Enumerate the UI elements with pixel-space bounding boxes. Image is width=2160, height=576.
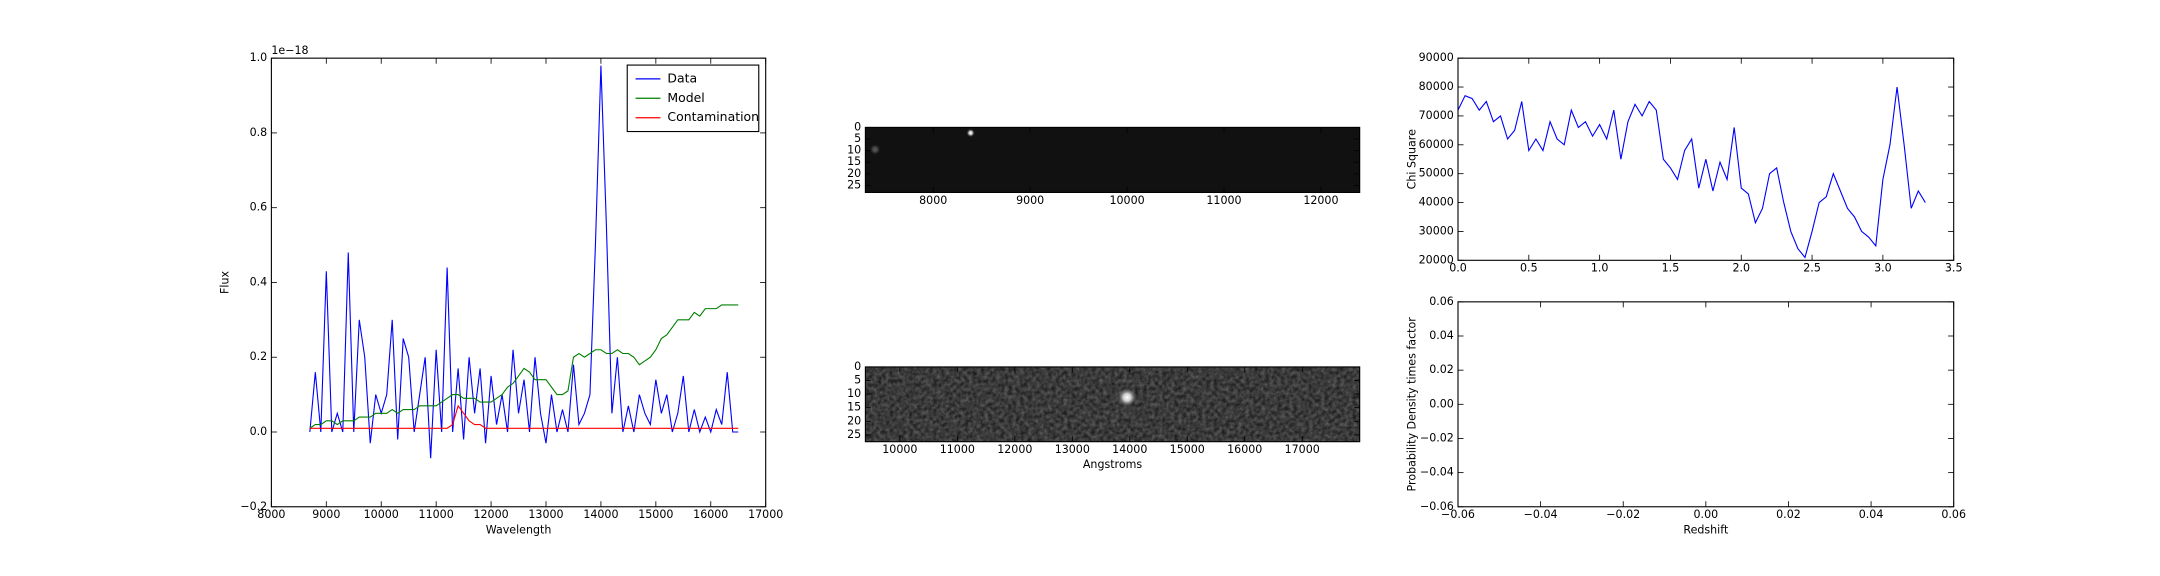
y-tick-label: −0.02 bbox=[1420, 431, 1454, 444]
x-tick-label: 15000 bbox=[638, 508, 673, 521]
legend-label: Model bbox=[667, 90, 704, 105]
x-tick-label: 9000 bbox=[1016, 194, 1044, 207]
x-axis-label: Wavelength bbox=[486, 523, 552, 536]
y-tick-label: 0.0 bbox=[250, 425, 268, 438]
x-tick-label: 14000 bbox=[583, 508, 618, 521]
y-tick-label: 40000 bbox=[1419, 196, 1454, 209]
y-tick-label: 20 bbox=[847, 167, 861, 180]
y-tick-label: 0 bbox=[854, 120, 861, 133]
y-tick-label: 25 bbox=[847, 178, 861, 191]
plot-area bbox=[1458, 86, 1926, 259]
y-tick-label: 0.00 bbox=[1429, 397, 1454, 410]
y-axis-label: Flux bbox=[219, 271, 232, 294]
x-tick-label: 3.0 bbox=[1874, 262, 1892, 275]
y-tick-label: 10 bbox=[847, 387, 861, 400]
x-tick-label: 0.04 bbox=[1859, 508, 1884, 521]
image-source bbox=[1117, 387, 1137, 408]
x-tick-label: −0.06 bbox=[1441, 508, 1475, 521]
x-tick-label: 11000 bbox=[419, 508, 454, 521]
x-axis-label: Angstroms bbox=[1083, 458, 1143, 471]
x-tick-label: 1.0 bbox=[1591, 262, 1609, 275]
y-tick-label: 15 bbox=[847, 155, 861, 168]
x-tick-label: 16000 bbox=[693, 508, 728, 521]
y-tick-label: 5 bbox=[854, 132, 861, 145]
x-tick-label: 15000 bbox=[1170, 443, 1205, 456]
x-tick-label: 17000 bbox=[748, 508, 783, 521]
x-tick-label: 0.02 bbox=[1776, 508, 1801, 521]
x-tick-label: 14000 bbox=[1112, 443, 1147, 456]
y-tick-label: 30000 bbox=[1419, 224, 1454, 237]
data-line bbox=[1458, 86, 1926, 259]
plot-area bbox=[309, 65, 739, 459]
x-tick-label: 12000 bbox=[1303, 194, 1338, 207]
x-tick-label: 11000 bbox=[940, 443, 975, 456]
x-tick-label: 8000 bbox=[919, 194, 947, 207]
plot-area bbox=[865, 127, 1360, 193]
x-tick-label: 8000 bbox=[257, 508, 285, 521]
y-tick-label: 0.04 bbox=[1429, 329, 1454, 342]
y-tick-label: 0.06 bbox=[1429, 295, 1454, 308]
y-tick-label: 0.4 bbox=[250, 275, 268, 288]
x-tick-label: −0.02 bbox=[1606, 508, 1640, 521]
axes-frame bbox=[1457, 57, 1955, 261]
y-tick-label: −0.06 bbox=[1420, 500, 1454, 513]
legend-label: Contamination bbox=[667, 109, 759, 124]
y-tick-label: 70000 bbox=[1419, 109, 1454, 122]
image-source bbox=[869, 144, 881, 156]
y-tick-label: 50000 bbox=[1419, 167, 1454, 180]
x-tick-label: 13000 bbox=[1055, 443, 1090, 456]
data-line bbox=[309, 304, 739, 429]
y-tick-label: −0.04 bbox=[1420, 466, 1454, 479]
y-tick-label: 15 bbox=[847, 401, 861, 414]
y-axis-label: Chi Square bbox=[1405, 129, 1418, 189]
x-tick-label: 10000 bbox=[882, 443, 917, 456]
axes-frame bbox=[864, 126, 1361, 194]
y-tick-label: 1.0 bbox=[250, 51, 268, 64]
y-tick-label: −0.2 bbox=[240, 500, 267, 513]
x-tick-label: 0.06 bbox=[1941, 508, 1966, 521]
x-tick-label: 2.5 bbox=[1803, 262, 1821, 275]
y-tick-label: 0.8 bbox=[250, 126, 268, 139]
image-source bbox=[966, 128, 975, 138]
y-tick-label: 0.2 bbox=[250, 350, 268, 363]
x-tick-label: 10000 bbox=[364, 508, 399, 521]
x-tick-label: 1.5 bbox=[1662, 262, 1680, 275]
x-tick-label: 3.5 bbox=[1945, 262, 1963, 275]
legend-label: Data bbox=[667, 70, 697, 85]
y-tick-label: 20 bbox=[847, 414, 861, 427]
y-tick-label: 0.6 bbox=[250, 201, 268, 214]
y-tick-label: 90000 bbox=[1419, 51, 1454, 64]
x-tick-label: 12000 bbox=[997, 443, 1032, 456]
offset-text: 1e−18 bbox=[271, 44, 308, 57]
y-tick-label: 0.02 bbox=[1429, 363, 1454, 376]
x-tick-label: 2.0 bbox=[1732, 262, 1750, 275]
y-axis-label: Probability Density times factor bbox=[1405, 317, 1418, 492]
x-tick-label: 10000 bbox=[1109, 194, 1144, 207]
image-noise bbox=[865, 366, 1360, 442]
data-line bbox=[309, 404, 739, 429]
x-tick-label: 9000 bbox=[312, 508, 340, 521]
y-tick-label: 10 bbox=[847, 144, 861, 157]
axes-frame bbox=[1457, 301, 1955, 508]
y-tick-label: 0 bbox=[854, 360, 861, 373]
x-tick-label: 16000 bbox=[1227, 443, 1262, 456]
x-axis-label: Redshift bbox=[1683, 523, 1729, 536]
image-background bbox=[865, 127, 1360, 193]
y-tick-label: 60000 bbox=[1419, 138, 1454, 151]
axes-frame bbox=[864, 366, 1361, 443]
x-tick-label: 12000 bbox=[473, 508, 508, 521]
x-tick-label: −0.04 bbox=[1524, 508, 1558, 521]
x-tick-label: 0.0 bbox=[1449, 262, 1467, 275]
y-tick-label: 80000 bbox=[1419, 80, 1454, 93]
plot-area bbox=[865, 366, 1360, 442]
x-tick-label: 17000 bbox=[1285, 443, 1320, 456]
y-tick-label: 20000 bbox=[1419, 253, 1454, 266]
x-tick-label: 13000 bbox=[528, 508, 563, 521]
x-tick-label: 0.5 bbox=[1520, 262, 1538, 275]
x-tick-label: 0.00 bbox=[1694, 508, 1719, 521]
y-tick-label: 25 bbox=[847, 428, 861, 441]
y-tick-label: 5 bbox=[854, 374, 861, 387]
x-tick-label: 11000 bbox=[1206, 194, 1241, 207]
